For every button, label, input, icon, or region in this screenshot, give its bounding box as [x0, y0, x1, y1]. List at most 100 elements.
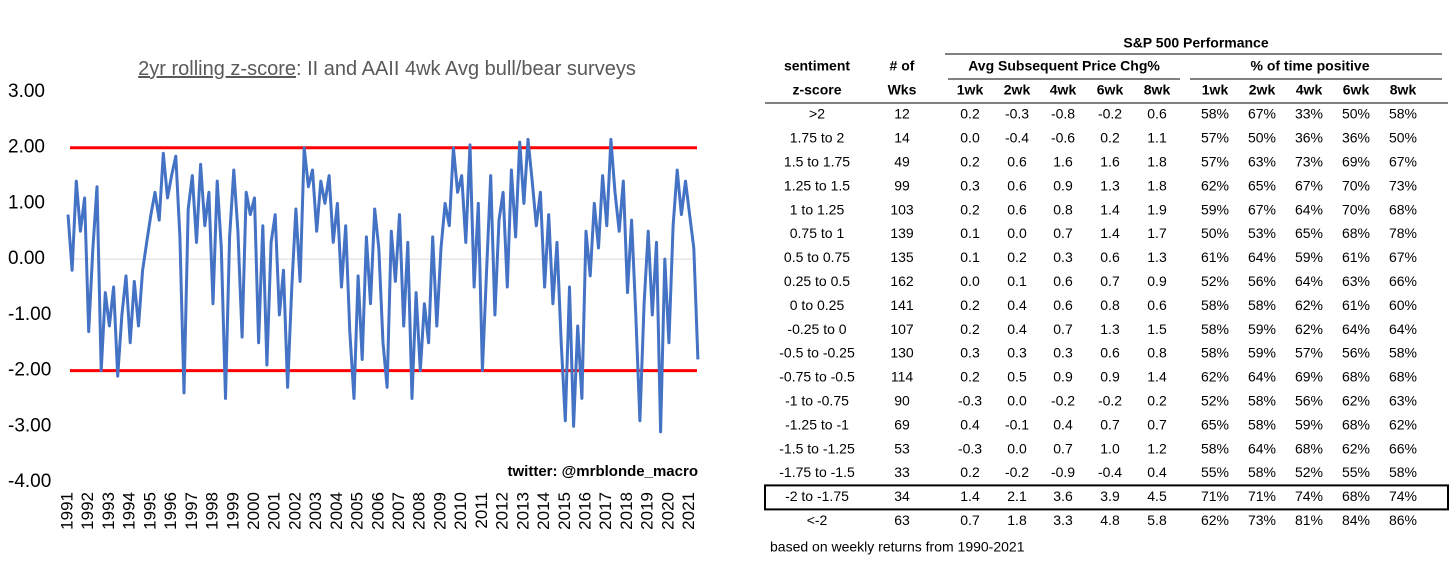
table-cell: 0.2 [960, 464, 980, 480]
table-cell: 50% [1342, 106, 1370, 122]
table-cell: 69 [894, 416, 910, 432]
table-cell: 64% [1248, 369, 1276, 385]
x-tick-label: 1993 [99, 492, 118, 530]
table-cell: 0.6 [1007, 201, 1027, 217]
x-tick-label: 2002 [285, 492, 304, 530]
x-tick-label: 2004 [327, 492, 346, 530]
x-tick-label: 1995 [140, 492, 159, 530]
x-tick-label: 2014 [534, 492, 553, 530]
table-cell: 62% [1389, 416, 1417, 432]
table-cell: 69% [1342, 154, 1370, 170]
table-cell: 49 [894, 154, 910, 170]
table-cell: 59% [1295, 249, 1323, 265]
chart-title-rest: : II and AAII 4wk Avg bull/bear surveys [296, 58, 636, 80]
line-series [66, 137, 700, 434]
table-subheader: 4wk [1296, 82, 1323, 98]
table-cell: 0.8 [1147, 345, 1167, 361]
table-cell: 59% [1248, 321, 1276, 337]
table-cell: 0.7 [1053, 321, 1073, 337]
table-cell: 0.6 [1007, 154, 1027, 170]
y-tick-label: -4.00 [8, 471, 51, 492]
table-cell: 68% [1342, 416, 1370, 432]
x-tick-label: 1992 [78, 492, 97, 530]
x-tick-label: 2005 [348, 492, 367, 530]
table-subheader: 2wk [1249, 82, 1276, 98]
table-cell: 58% [1389, 106, 1417, 122]
table-subheader: 2wk [1004, 82, 1031, 98]
table-cell: 73% [1389, 177, 1417, 193]
x-tick-label: 1997 [182, 492, 201, 530]
table-header: % of time positive [1250, 58, 1369, 74]
x-tick-label: 2013 [513, 492, 532, 530]
table-cell: 0.2 [960, 369, 980, 385]
table-cell: 62% [1342, 440, 1370, 456]
table-cell: 0.6 [1007, 177, 1027, 193]
table-cell: 0.2 [1007, 249, 1027, 265]
table-cell: 62% [1295, 297, 1323, 313]
table-cell: 5.8 [1147, 512, 1167, 528]
table-cell: 58% [1389, 345, 1417, 361]
table-cell: 33% [1295, 106, 1323, 122]
table-cell: 0.6 [1100, 249, 1120, 265]
table-cell: 74% [1295, 488, 1323, 504]
table-subheader: 1wk [957, 82, 984, 98]
table-cell: 1.7 [1147, 225, 1167, 241]
table-subheader: Wks [888, 82, 917, 98]
table-cell: 73% [1295, 154, 1323, 170]
table-cell: -0.75 to -0.5 [779, 369, 855, 385]
table-cell: 103 [890, 201, 914, 217]
table-cell: -1.75 to -1.5 [779, 464, 855, 480]
table-cell: 1.4 [960, 488, 980, 504]
table-cell: 0.1 [960, 249, 980, 265]
table-cell: 0.4 [1147, 464, 1167, 480]
table-cell: -0.2 [1051, 393, 1075, 409]
table-cell: 0.9 [1053, 177, 1073, 193]
x-tick-label: 2007 [389, 492, 408, 530]
table-cell: 1.0 [1100, 440, 1120, 456]
table-cell: 64% [1248, 249, 1276, 265]
table-cell: 0.6 [1147, 106, 1167, 122]
table-cell: -0.2 [1098, 106, 1122, 122]
table-cell: 0.7 [1147, 416, 1167, 432]
table-cell: 0.2 [1147, 393, 1167, 409]
table-cell: 0.7 [1053, 440, 1073, 456]
table-cell: -0.1 [1005, 416, 1029, 432]
x-tick-label: 2009 [430, 492, 449, 530]
table-cell: 1.25 to 1.5 [784, 177, 850, 193]
table-cell: 63 [894, 512, 910, 528]
table-cell: 141 [890, 297, 914, 313]
table-cell: 114 [891, 369, 914, 385]
table-cell: 0.7 [1053, 225, 1073, 241]
table-cell: -0.5 to -0.25 [779, 345, 855, 361]
table-cell: 74% [1389, 488, 1417, 504]
table-cell: 52% [1201, 273, 1229, 289]
table-cell: 67% [1389, 154, 1417, 170]
table-cell: 62% [1201, 512, 1229, 528]
table-cell: 135 [890, 249, 914, 265]
table-cell: 66% [1389, 440, 1417, 456]
table-cell: -0.3 [958, 393, 982, 409]
table-subheader: z-score [792, 82, 841, 98]
y-tick-label: -1.00 [8, 304, 51, 325]
table-cell: 59% [1295, 416, 1323, 432]
table-cell: 71% [1201, 488, 1229, 504]
table-cell: -0.3 [1005, 106, 1029, 122]
table-cell: 67% [1248, 201, 1276, 217]
x-tick-label: 2016 [576, 492, 595, 530]
table-cell: 0.3 [960, 177, 980, 193]
annotation: twitter: @mrblonde_macro [508, 463, 699, 480]
table-cell: 70% [1342, 201, 1370, 217]
table-cell: 52% [1295, 464, 1323, 480]
table-cell: -1.25 to -1 [785, 416, 849, 432]
x-tick-label: 2015 [555, 492, 574, 530]
table-cell: 66% [1389, 273, 1417, 289]
table-cell: 81% [1295, 512, 1323, 528]
table-cell: 58% [1201, 321, 1229, 337]
table-cell: 0.25 to 0.5 [784, 273, 850, 289]
table-cell: 55% [1342, 464, 1370, 480]
table-cell: 56% [1248, 273, 1276, 289]
table-cell: 4.5 [1147, 488, 1167, 504]
table-subheader: 4wk [1050, 82, 1077, 98]
table-cell: 69% [1295, 369, 1323, 385]
x-tick-label: 1998 [203, 492, 222, 530]
